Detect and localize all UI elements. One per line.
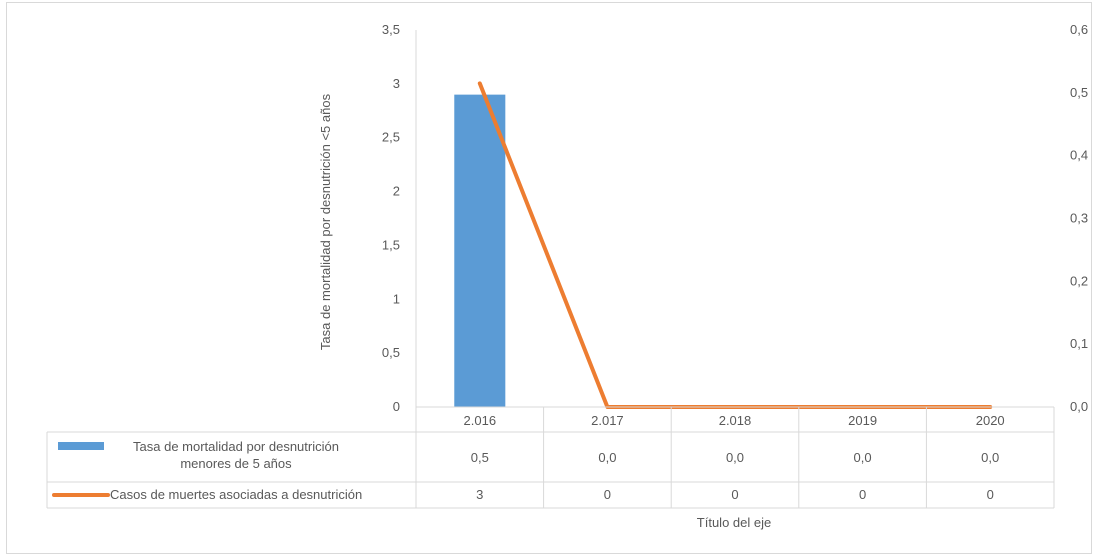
x-tick-label: 2.018 [719,413,752,428]
y-tick-label: 2,5 [382,130,400,145]
table-cell: 0,0 [726,450,744,465]
y2-tick-label: 0,3 [1070,211,1088,226]
y2-tick-label: 0,5 [1070,85,1088,100]
y-tick-label: 3 [393,76,400,91]
y2-tick-label: 0,6 [1070,22,1088,37]
x-tick-label: 2.016 [464,413,497,428]
table-cell: 0,0 [981,450,999,465]
table-cell: 0 [731,487,738,502]
y2-tick-label: 0,4 [1070,148,1088,163]
y-tick-label: 0,5 [382,345,400,360]
x-tick-label: 2020 [976,413,1005,428]
chart-frame [6,2,1092,554]
y-axis-title: Tasa de mortalidad por desnutrición <5 a… [318,93,333,350]
y-tick-label: 3,5 [382,22,400,37]
line-point [479,82,481,84]
axes: 0 0,5 1 1,5 2 2,5 3 3,5 0,0 0,1 0,2 0,3 0,4 0,5 0,6 [382,22,1088,414]
table-cell: 0,0 [854,450,872,465]
table-cell: 0 [604,487,611,502]
bar [454,94,506,407]
legend-label: Tasa de mortalidad por desnutrición [133,439,339,454]
table-cell: 0 [987,487,994,502]
table-cell: 0,0 [598,450,616,465]
y-tick-label: 2 [393,184,400,199]
x-tick-label: 2.017 [591,413,624,428]
y-tick-label: 0 [393,399,400,414]
table-cell: 3 [476,487,483,502]
line-series [477,81,993,409]
data-table: 2.016 2.017 2.018 2019 2020 Tasa de mortalida… [46,407,1055,509]
table-cell: 0,5 [471,450,489,465]
x-tick-label: 2019 [848,413,877,428]
y-tick-label: 1 [393,291,400,306]
y2-tick-label: 0,1 [1070,336,1088,351]
legend-label: menores de 5 años [180,456,292,471]
table-cell: 0 [859,487,866,502]
plot-area [454,81,993,409]
y2-tick-label: 0,2 [1070,273,1088,288]
legend-key-bar [58,442,104,450]
y-tick-label: 1,5 [382,237,400,252]
y2-tick-label: 0,0 [1070,399,1088,414]
legend-label: Casos de muertes asociadas a desnutrició… [110,487,362,502]
x-axis-title: Título del eje [697,515,771,530]
